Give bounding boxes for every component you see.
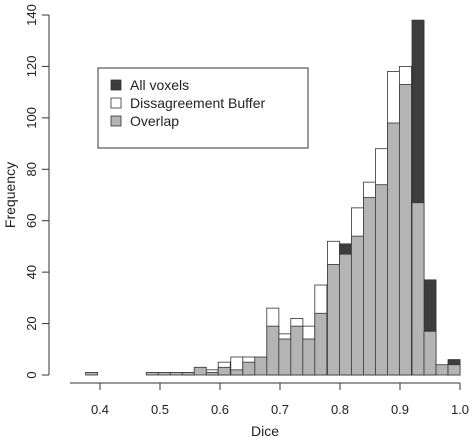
legend: All voxels Dissagreement Buffer Overlap <box>97 67 309 149</box>
y-tick-label: 20 <box>24 316 39 330</box>
bar-overlap-5 <box>193 366 207 376</box>
bar-overlap-16 <box>326 264 340 376</box>
bar-overlap-0 <box>85 372 99 376</box>
y-tick-label: 120 <box>24 56 39 78</box>
bar-overlap-21 <box>386 122 400 376</box>
bar-overlap-7 <box>217 366 231 376</box>
bar-overlap-15 <box>314 312 328 376</box>
y-tick-label: 40 <box>24 265 39 279</box>
x-tick-label: 0.7 <box>271 402 289 417</box>
bar-overlap-10 <box>254 356 268 376</box>
bar-overlap-1 <box>145 372 159 376</box>
legend-swatch-all-voxels <box>110 79 122 91</box>
bar-overlap-23 <box>411 202 425 376</box>
legend-box <box>97 67 309 149</box>
legend-label-disagreement-buffer: Dissagreement Buffer <box>130 95 265 111</box>
bar-overlap-12 <box>278 338 292 376</box>
y-tick-label: 100 <box>24 107 39 129</box>
bar-overlap-13 <box>290 325 304 376</box>
legend-swatch-overlap <box>110 115 122 127</box>
bar-overlap-14 <box>302 338 316 376</box>
y-axis-label: Frequency <box>2 162 18 228</box>
bar-overlap-8 <box>230 369 244 376</box>
y-tick-label: 0 <box>24 371 39 378</box>
y-tick-label: 140 <box>24 4 39 26</box>
legend-swatch-disagreement-buffer <box>110 97 122 109</box>
x-tick-label: 1.0 <box>451 402 469 417</box>
legend-label-overlap: Overlap <box>130 113 179 129</box>
axes <box>48 15 460 384</box>
bar-overlap-3 <box>169 372 183 376</box>
x-axis-ticks: 0.4 0.5 0.6 0.7 0.8 0.9 1.0 <box>91 383 469 417</box>
histogram-bars <box>85 19 461 376</box>
bar-overlap-22 <box>398 84 412 376</box>
y-axis-ticks: 0 20 40 60 80 100 120 140 <box>24 4 49 379</box>
x-tick-label: 0.6 <box>211 402 229 417</box>
bar-overlap-20 <box>374 184 388 376</box>
y-tick-label: 80 <box>24 162 39 176</box>
bar-overlap-19 <box>362 197 376 376</box>
legend-label-all-voxels: All voxels <box>130 77 189 93</box>
bar-overlap-2 <box>157 372 171 376</box>
bar-overlap-9 <box>242 361 256 376</box>
bar-overlap-26 <box>447 364 461 376</box>
bar-overlap-11 <box>266 325 280 376</box>
bar-overlap-6 <box>205 372 219 376</box>
x-tick-label: 0.5 <box>151 402 169 417</box>
x-axis-label: Dice <box>251 423 279 439</box>
x-tick-label: 0.9 <box>391 402 409 417</box>
y-tick-label: 60 <box>24 213 39 227</box>
bar-overlap-24 <box>423 330 437 376</box>
bar-overlap-18 <box>350 235 364 376</box>
bar-overlap-4 <box>181 372 195 376</box>
bar-overlap-17 <box>338 253 352 376</box>
x-tick-label: 0.8 <box>331 402 349 417</box>
bar-overlap-25 <box>435 364 449 376</box>
x-tick-label: 0.4 <box>91 402 109 417</box>
